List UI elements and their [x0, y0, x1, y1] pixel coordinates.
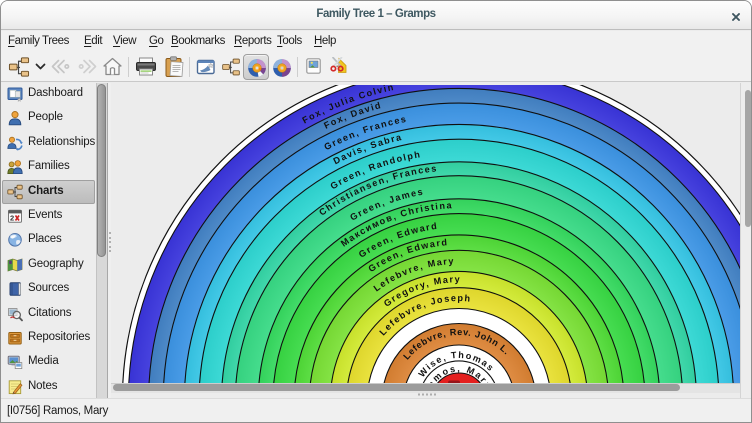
svg-text:2: 2	[10, 214, 14, 223]
